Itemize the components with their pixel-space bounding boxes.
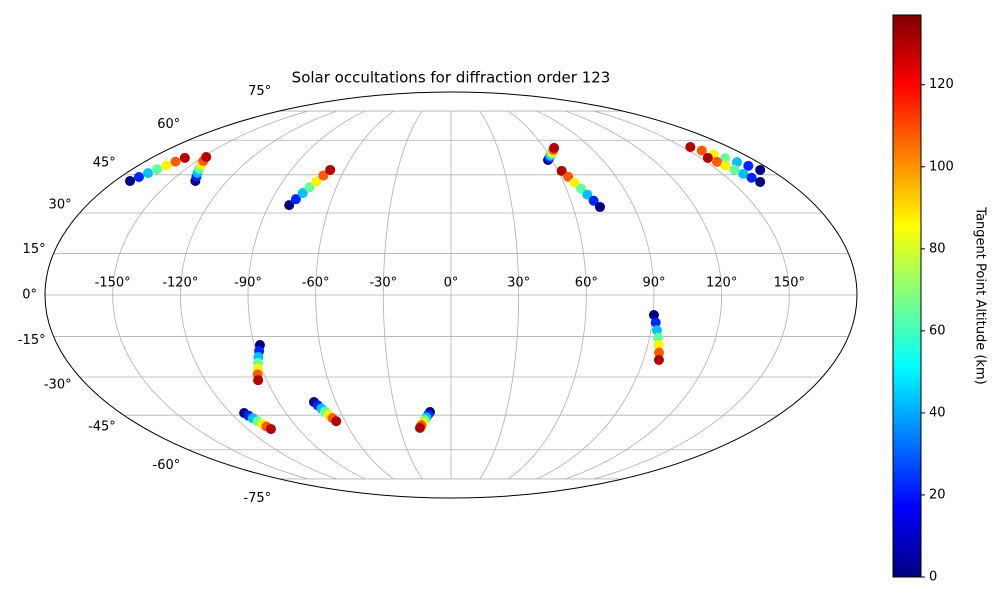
data-point [755, 176, 766, 187]
chart-title: Solar occultations for diffraction order… [292, 69, 611, 87]
data-point [152, 164, 163, 175]
y-tick-label: -30° [44, 377, 72, 392]
data-point [179, 152, 190, 163]
data-point [651, 325, 662, 336]
data-point [331, 416, 342, 427]
data-point [318, 170, 329, 181]
colorbar-tick-label: 100 [929, 159, 954, 174]
grid-line [565, 110, 723, 480]
data-point [575, 183, 586, 194]
data-point [738, 168, 749, 179]
data-point [549, 142, 560, 153]
y-tick-label: 75° [248, 84, 271, 99]
grid-line [479, 110, 520, 480]
y-tick-label: 30° [49, 198, 72, 213]
data-point [594, 201, 605, 212]
data-point [743, 160, 754, 171]
data-point [746, 172, 757, 183]
grid-line [112, 110, 308, 480]
data-point [133, 172, 144, 183]
data-point [304, 182, 315, 193]
colorbar-tick-label: 20 [929, 487, 946, 502]
x-tick-label: -150° [95, 276, 131, 291]
data-point [696, 145, 707, 156]
data-point [731, 157, 742, 168]
data-point [265, 424, 276, 435]
grid-line [536, 110, 655, 480]
data-point [556, 165, 567, 176]
x-tick-label: -60° [302, 276, 330, 291]
x-tick-label: -30° [369, 276, 397, 291]
x-tick-label: -120° [162, 276, 198, 291]
data-point [563, 171, 574, 182]
x-tick-label: 120° [706, 276, 737, 291]
data-point [569, 177, 580, 188]
colorbar-label: Tangent Point Altitude (km) [973, 206, 988, 384]
data-point [125, 175, 136, 186]
y-tick-label: 45° [93, 156, 116, 171]
data-point [588, 195, 599, 206]
data-point [720, 153, 731, 164]
y-tick-label: -75° [243, 491, 271, 506]
data-point [702, 152, 713, 163]
x-tick-label: 60° [575, 276, 598, 291]
colorbar-tick-label: 60 [929, 323, 946, 338]
map-outline [44, 91, 858, 499]
data-point [284, 200, 295, 211]
data-point [729, 164, 740, 175]
data-point [653, 354, 664, 365]
colorbar-tick-label: 0 [929, 570, 937, 585]
x-tick-label: -90° [234, 276, 262, 291]
x-tick-label: 90° [642, 276, 665, 291]
x-tick-label: 0° [444, 276, 459, 291]
colorbar-tick-label: 80 [929, 241, 946, 256]
x-tick-label: 30° [507, 276, 530, 291]
data-point [253, 375, 264, 386]
data-point [325, 164, 336, 175]
grid-line [508, 110, 587, 480]
data-point [311, 176, 322, 187]
y-tick-label: 15° [23, 242, 46, 257]
y-tick-label: -60° [153, 458, 181, 473]
y-tick-label: 0° [22, 288, 37, 303]
data-point [290, 194, 301, 205]
data-point [711, 156, 722, 167]
data-point [142, 168, 153, 179]
data-point [654, 347, 665, 358]
data-point [648, 310, 659, 321]
y-tick-label: -15° [18, 333, 46, 348]
data-point [414, 422, 425, 433]
grid-line [179, 110, 337, 480]
colorbar-tick-label: 120 [929, 77, 954, 92]
data-point [582, 189, 593, 200]
y-tick-label: 60° [157, 117, 180, 132]
data-point [653, 332, 664, 343]
data-point [650, 317, 661, 328]
data-point [297, 188, 308, 199]
grid-line [247, 110, 366, 480]
grid-line [315, 110, 394, 480]
data-point [161, 160, 172, 171]
data-point [720, 160, 731, 171]
colorbar [892, 14, 922, 578]
colorbar-tick-label: 40 [929, 405, 946, 420]
data-point [685, 142, 696, 153]
data-point [201, 151, 212, 162]
y-tick-label: -45° [88, 419, 116, 434]
grid-line [382, 110, 423, 480]
data-point [170, 156, 181, 167]
data-point [653, 340, 664, 351]
x-tick-label: 150° [774, 276, 805, 291]
data-point [755, 164, 766, 175]
